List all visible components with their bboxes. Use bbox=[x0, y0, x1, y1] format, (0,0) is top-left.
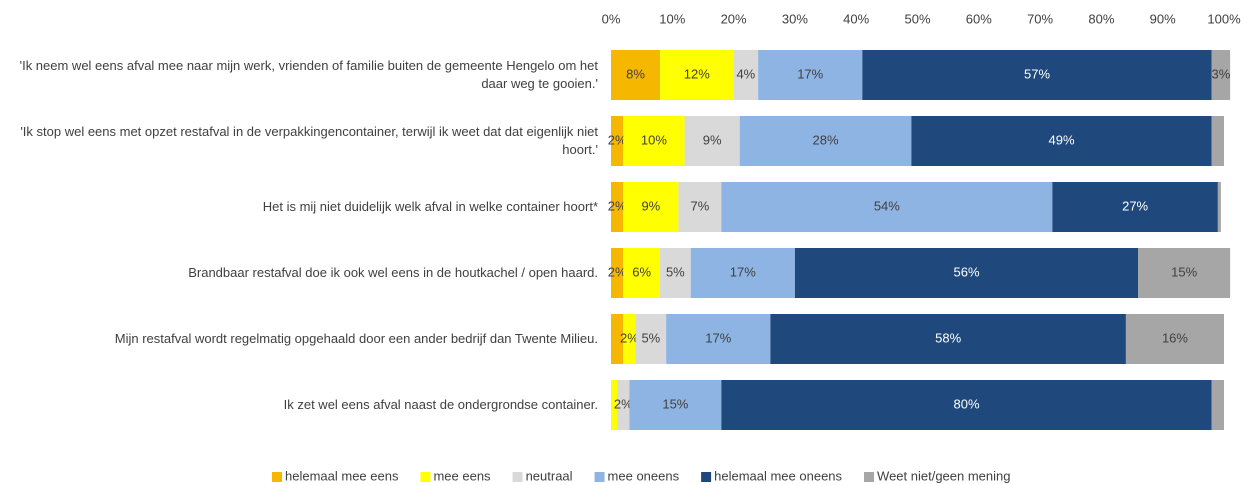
x-tick-label: 90% bbox=[1150, 11, 1176, 26]
bar-segment bbox=[1125, 314, 1224, 364]
data-label: 10% bbox=[641, 132, 667, 147]
category-label: 'Ik neem wel eens afval mee naar mijn we… bbox=[19, 58, 598, 91]
x-tick-label: 50% bbox=[904, 11, 930, 26]
bar-segment bbox=[690, 248, 795, 298]
legend-label: mee oneens bbox=[608, 468, 680, 483]
bar-segment bbox=[666, 314, 771, 364]
bar-segment bbox=[611, 182, 624, 232]
bar-segment bbox=[623, 182, 679, 232]
data-label: 15% bbox=[662, 396, 688, 411]
data-label: 27% bbox=[1122, 198, 1148, 213]
data-label: 3% bbox=[1212, 66, 1231, 81]
bar-segment bbox=[660, 50, 734, 100]
data-label: 5% bbox=[641, 330, 660, 345]
x-tick-label: 10% bbox=[659, 11, 685, 26]
bar-segment bbox=[684, 116, 740, 166]
category-label: Ik zet wel eens afval naast de ondergron… bbox=[283, 397, 598, 412]
bar-segment bbox=[635, 314, 667, 364]
data-label: 17% bbox=[705, 330, 731, 345]
legend-label: mee eens bbox=[433, 468, 491, 483]
data-label: 6% bbox=[632, 264, 651, 279]
data-label: 8% bbox=[626, 66, 645, 81]
bar-segment bbox=[623, 116, 685, 166]
category-label: Mijn restafval wordt regelmatig opgehaal… bbox=[114, 331, 598, 346]
bar-segment bbox=[623, 314, 636, 364]
bar-segment bbox=[1211, 116, 1224, 166]
data-label: 9% bbox=[641, 198, 660, 213]
legend-label: neutraal bbox=[526, 468, 573, 483]
x-tick-label: 100% bbox=[1207, 11, 1241, 26]
legend-swatch bbox=[594, 472, 605, 482]
bar-segment bbox=[739, 116, 912, 166]
bar-segment bbox=[721, 182, 1053, 232]
bar-segment bbox=[721, 380, 1212, 430]
bar-segment bbox=[660, 248, 691, 298]
data-label: 56% bbox=[954, 264, 980, 279]
bar-segment bbox=[911, 116, 1212, 166]
x-tick-label: 70% bbox=[1027, 11, 1053, 26]
x-tick-label: 30% bbox=[782, 11, 808, 26]
x-tick-label: 0% bbox=[602, 11, 621, 26]
data-label: 17% bbox=[730, 264, 756, 279]
legend-swatch bbox=[512, 472, 523, 482]
data-label: 17% bbox=[797, 66, 823, 81]
data-label: 2% bbox=[614, 396, 633, 411]
bar-segment bbox=[770, 314, 1126, 364]
category-label: Brandbaar restafval doe ik ook wel eens … bbox=[188, 265, 598, 280]
data-label: 80% bbox=[954, 396, 980, 411]
bar-segment bbox=[862, 50, 1212, 100]
legend-label: helemaal mee oneens bbox=[714, 468, 842, 483]
data-label: 4% bbox=[736, 66, 755, 81]
data-label: 5% bbox=[666, 264, 685, 279]
bar-segment bbox=[617, 380, 630, 430]
x-tick-label: 60% bbox=[966, 11, 992, 26]
bar-segment bbox=[611, 380, 618, 430]
bar-segment bbox=[611, 314, 624, 364]
legend-swatch bbox=[420, 472, 431, 482]
legend-swatch bbox=[272, 472, 282, 482]
bar-segment bbox=[1217, 182, 1221, 232]
data-label: 12% bbox=[684, 66, 710, 81]
data-label: 16% bbox=[1162, 330, 1188, 345]
bar-segment bbox=[611, 248, 624, 298]
bar-segment bbox=[1211, 380, 1224, 430]
bar-segment bbox=[611, 116, 624, 166]
legend-label: helemaal mee eens bbox=[285, 468, 399, 483]
bar-segment bbox=[678, 182, 722, 232]
data-label: 2% bbox=[608, 264, 627, 279]
data-label: 54% bbox=[874, 198, 900, 213]
data-label: 49% bbox=[1049, 132, 1075, 147]
legend-swatch bbox=[864, 472, 875, 482]
bar-segment bbox=[1138, 248, 1231, 298]
data-label: 2% bbox=[620, 330, 639, 345]
data-label: 2% bbox=[608, 198, 627, 213]
bar-segment bbox=[758, 50, 863, 100]
x-tick-label: 80% bbox=[1088, 11, 1114, 26]
x-tick-label: 20% bbox=[721, 11, 747, 26]
bar-segment bbox=[733, 50, 759, 100]
bar-segment bbox=[794, 248, 1139, 298]
bar-segment bbox=[623, 248, 661, 298]
data-label: 28% bbox=[813, 132, 839, 147]
category-label: Het is mij niet duidelijk welk afval in … bbox=[262, 199, 598, 214]
data-label: 58% bbox=[935, 330, 961, 345]
bar-segment bbox=[1052, 182, 1218, 232]
legend-swatch bbox=[701, 472, 712, 482]
x-tick-label: 40% bbox=[843, 11, 869, 26]
category-label: 'Ik stop wel eens met opzet restafval in… bbox=[20, 124, 598, 157]
data-label: 57% bbox=[1024, 66, 1050, 81]
bar-segment bbox=[1211, 50, 1231, 100]
legend-label: Weet niet/geen mening bbox=[877, 468, 1010, 483]
data-label: 9% bbox=[703, 132, 722, 147]
data-label: 7% bbox=[690, 198, 709, 213]
bar-segment bbox=[611, 50, 661, 100]
data-label: 2% bbox=[608, 132, 627, 147]
bar-segment bbox=[629, 380, 722, 430]
data-label: 15% bbox=[1171, 264, 1197, 279]
